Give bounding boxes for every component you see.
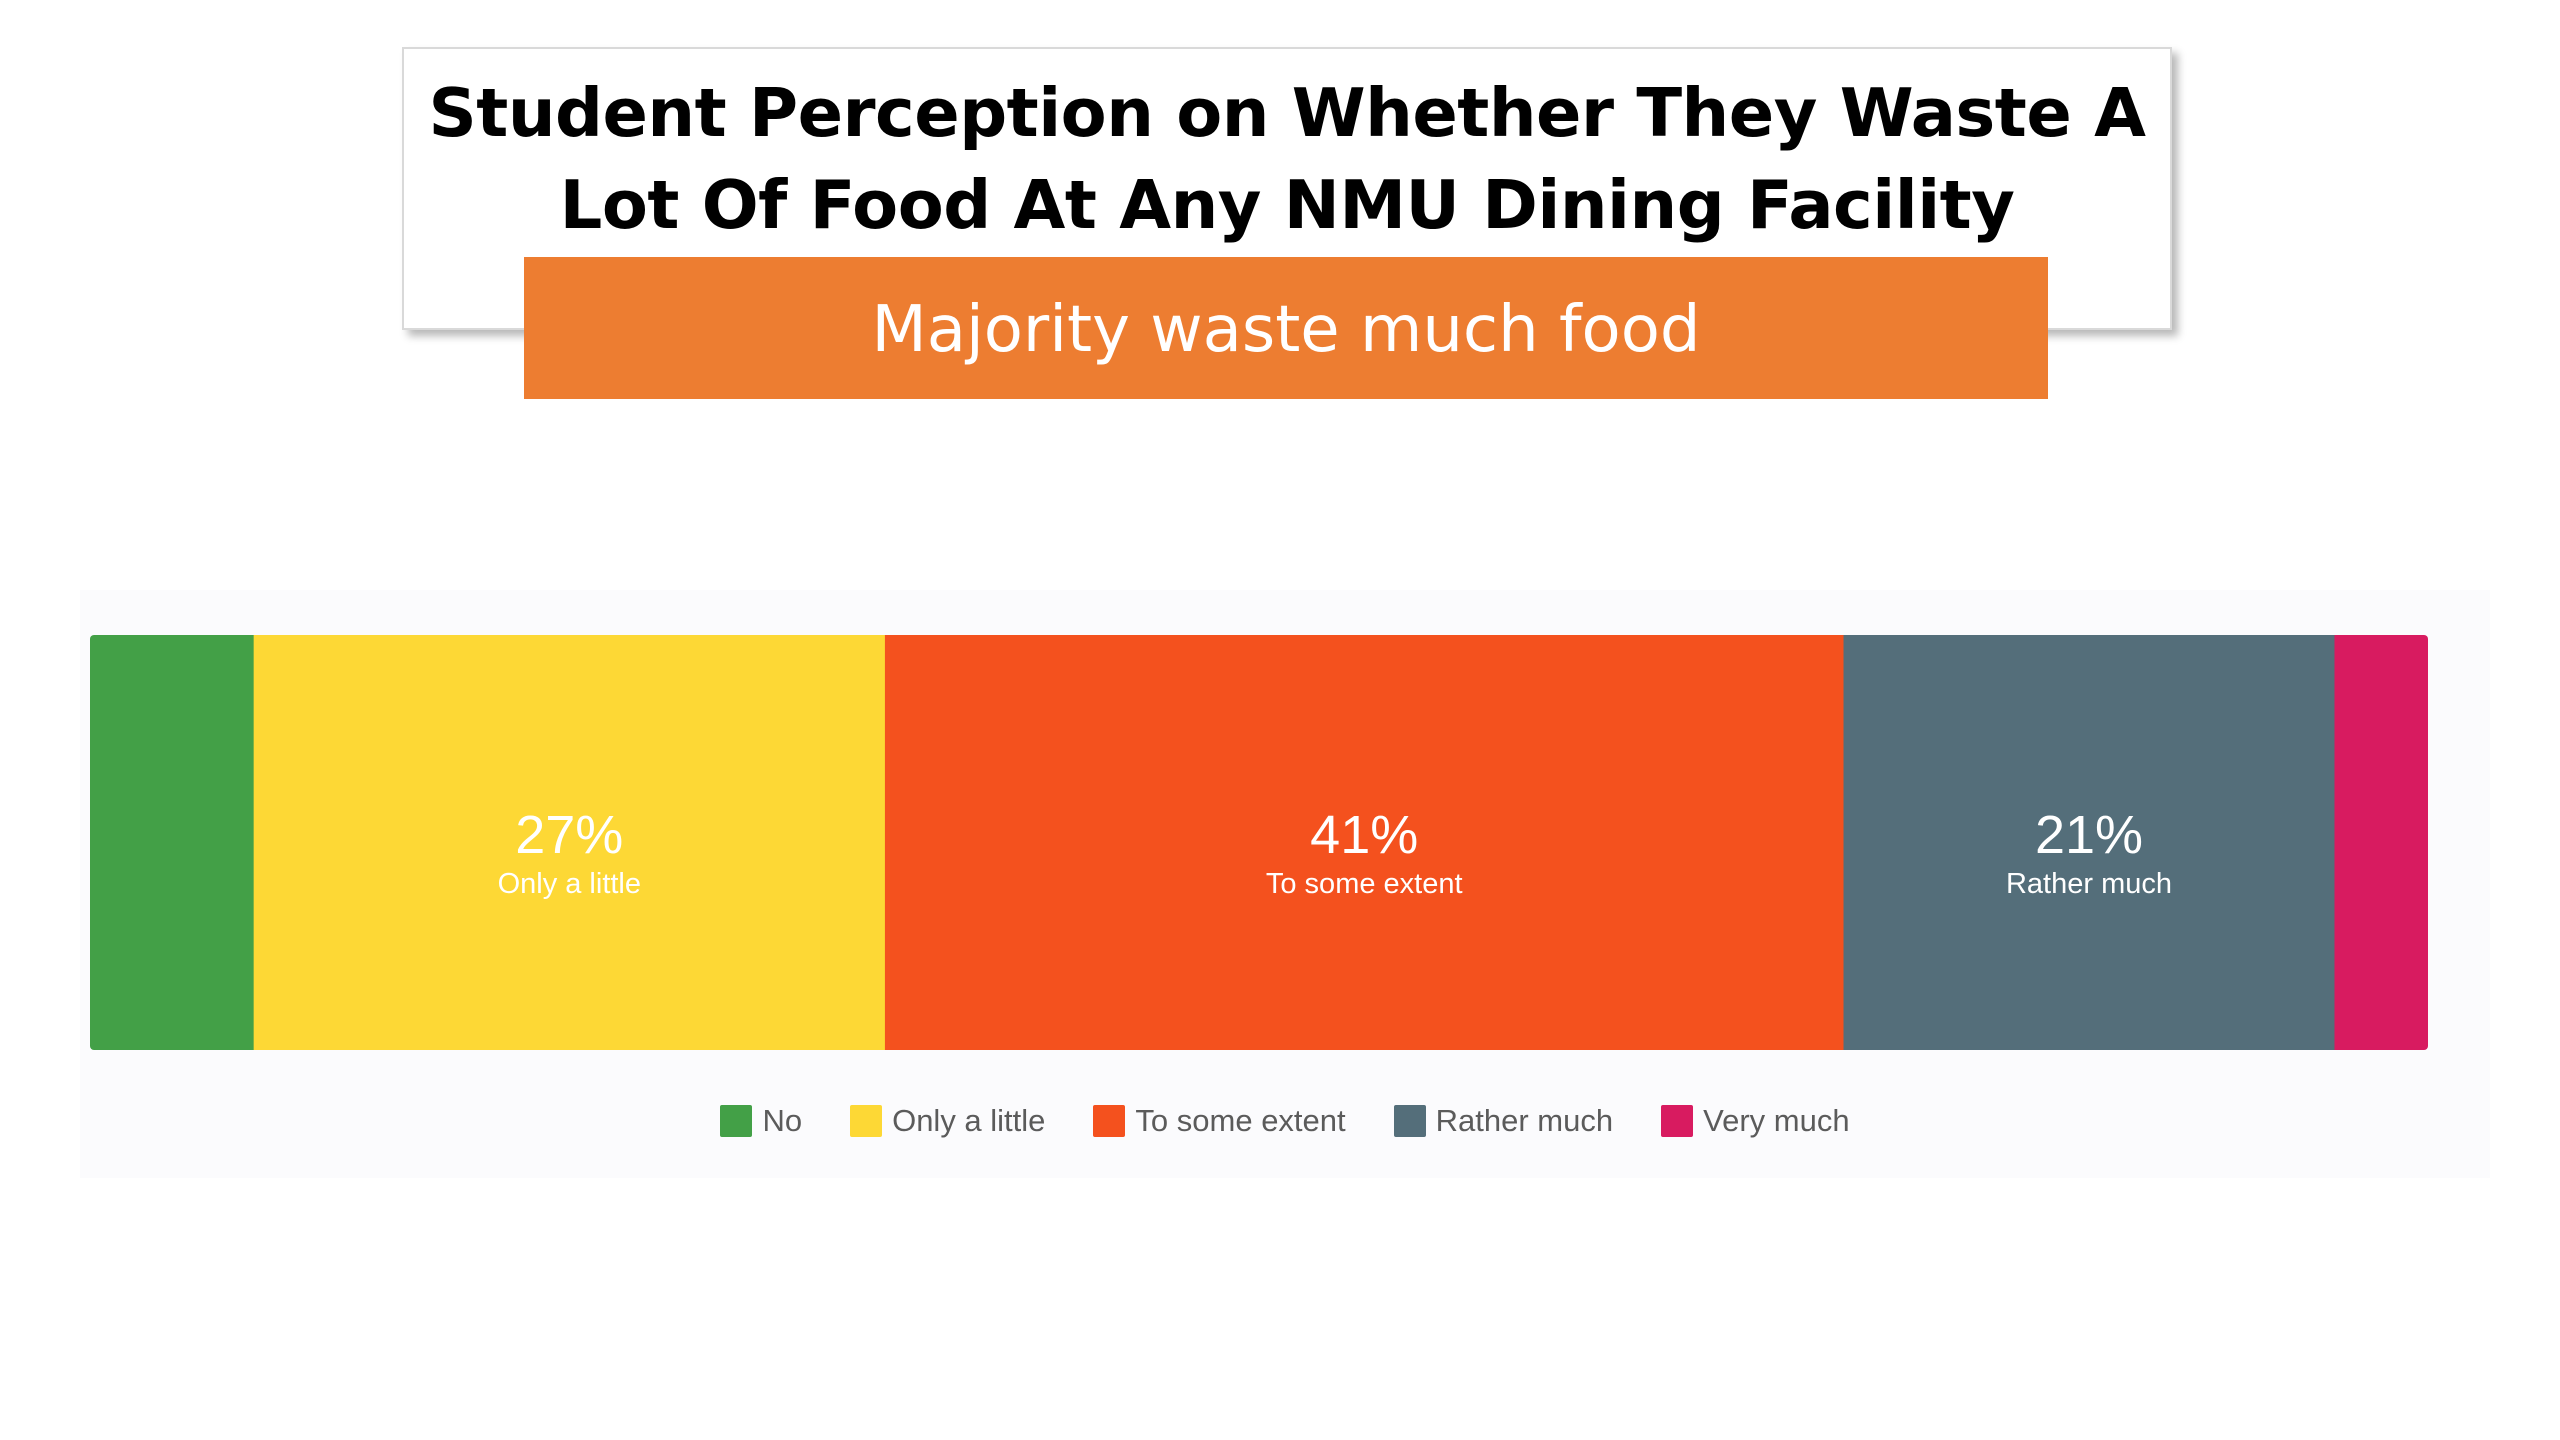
legend-item-rather-much[interactable]: Rather much xyxy=(1393,1103,1614,1139)
legend-swatch-no xyxy=(720,1105,753,1137)
legend-swatch-rather-much xyxy=(1393,1105,1426,1137)
bar-segment-rather-much[interactable] xyxy=(1843,635,2335,1050)
bar-segments xyxy=(90,635,2428,1050)
legend-label-to-some-extent: To some extent xyxy=(1135,1103,1346,1138)
chart-title: Student Perception on Whether They Waste… xyxy=(404,67,2170,251)
legend-swatch-very-much xyxy=(1661,1105,1694,1137)
data-label-value-to-some-extent: 41% xyxy=(1310,805,1418,865)
data-label-value-rather-much: 21% xyxy=(2035,805,2143,865)
chart-title-line-1: Student Perception on Whether They Waste… xyxy=(428,74,2146,152)
legend-item-very-much[interactable]: Very much xyxy=(1661,1103,1850,1139)
legend-label-only-a-little: Only a little xyxy=(892,1103,1046,1138)
legend-label-no: No xyxy=(762,1103,803,1138)
legend-item-only-a-little[interactable]: Only a little xyxy=(850,1103,1045,1139)
data-label-category-rather-much: Rather much xyxy=(2006,868,2172,900)
data-label-value-only-a-little: 27% xyxy=(515,805,623,865)
stacked-bar-chart: 27%Only a little 41%To some extent 21%Rath… xyxy=(90,635,2428,1050)
chart-panel: 27% Only a little 41% To some extent 21% Rath… xyxy=(80,590,2490,1178)
bar-segment-very-much[interactable] xyxy=(2334,635,2428,1050)
subtitle-band: Majority waste much food xyxy=(524,257,2048,399)
data-label-category-to-some-extent: To some extent xyxy=(1266,868,1463,900)
legend: No Only a little To some extent Rather much… xyxy=(80,1103,2490,1139)
bar-segment-only-a-little[interactable] xyxy=(253,635,886,1050)
legend-label-very-much: Very much xyxy=(1703,1103,1850,1138)
legend-swatch-to-some-extent xyxy=(1093,1105,1126,1137)
legend-item-to-some-extent[interactable]: To some extent xyxy=(1093,1103,1346,1139)
legend-item-no[interactable]: No xyxy=(720,1103,802,1139)
data-label-category-only-a-little: Only a little xyxy=(498,868,641,900)
bar-segment-to-some-extent[interactable] xyxy=(884,635,1844,1050)
chart-subtitle: Majority waste much food xyxy=(871,293,1701,367)
legend-swatch-only-a-little xyxy=(850,1105,883,1137)
bar-segment-no[interactable] xyxy=(90,635,255,1050)
chart-title-line-2: Lot Of Food At Any NMU Dining Facility xyxy=(559,166,2015,244)
legend-label-rather-much: Rather much xyxy=(1435,1103,1614,1138)
